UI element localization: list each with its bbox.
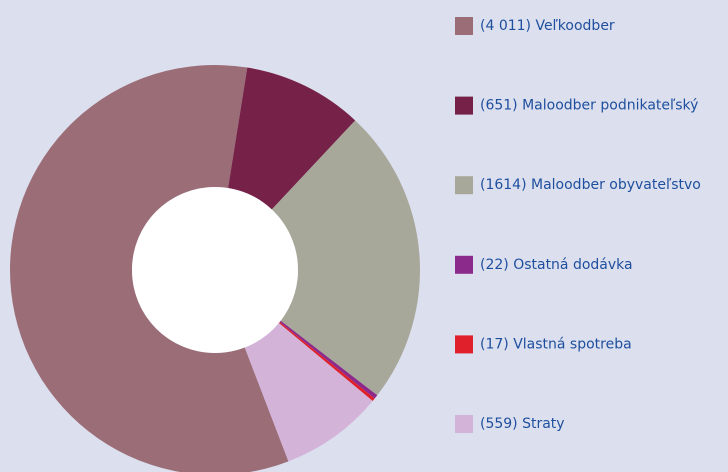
legend-label: (17) Vlastná spotreba <box>480 336 632 352</box>
legend-swatch <box>455 415 473 433</box>
donut-slice <box>279 320 378 399</box>
legend-label: (1614) Maloodber obyvateľstvo <box>480 177 701 193</box>
donut-slice <box>244 323 373 462</box>
legend-swatch <box>455 17 473 35</box>
legend-label: (22) Ostatná dodávka <box>480 257 633 273</box>
donut-hole <box>132 187 298 353</box>
donut-slice <box>271 120 420 396</box>
donut-slice <box>10 65 289 472</box>
donut-slice <box>278 322 375 402</box>
legend-swatch <box>455 96 473 115</box>
legend-swatch <box>455 335 473 354</box>
legend-swatch <box>455 176 473 195</box>
legend-label: (4 011) Veľkoodber <box>480 18 615 34</box>
donut-slice <box>228 67 356 210</box>
legend-label: (559) Straty <box>480 416 565 432</box>
legend-swatch <box>455 255 473 274</box>
legend-label: (651) Maloodber podnikateľský <box>480 98 698 114</box>
